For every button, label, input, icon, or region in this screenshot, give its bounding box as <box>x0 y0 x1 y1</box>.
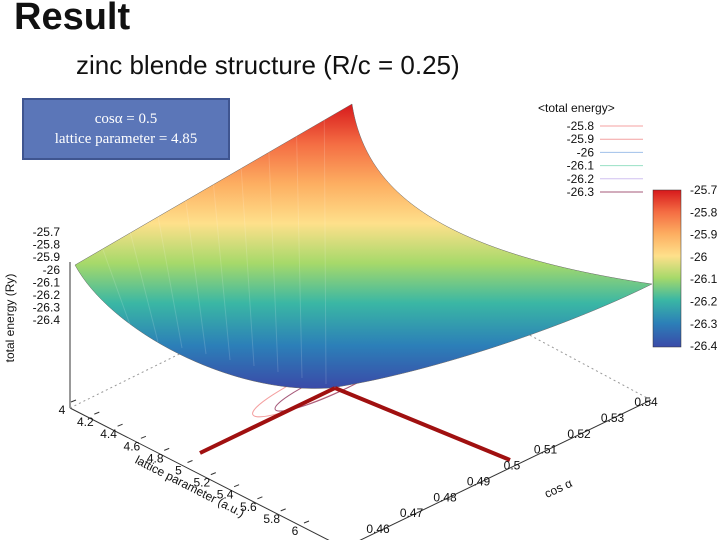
x-tick-label: 5 <box>175 464 182 478</box>
y-tick-label: 0.51 <box>534 443 558 457</box>
y-tick-labels: 0.46 0.47 0.48 0.49 0.5 0.51 0.52 0.53 0.54 <box>366 395 658 536</box>
x-tick-label: 5.6 <box>240 500 257 514</box>
z-tick-label: -25.9 <box>33 250 61 264</box>
y-tick-label: 0.49 <box>467 474 491 488</box>
color-bar: -25.7 -25.8 -25.9 -26 -26.1 -26.2 -26.3 -26.4 <box>652 183 718 353</box>
x-tick-mark <box>187 460 193 463</box>
color-bar-label: -26.4 <box>690 339 718 353</box>
x-tick-mark <box>233 484 240 488</box>
z-tick-label: -26 <box>43 263 61 277</box>
color-bar-label: -26.3 <box>690 317 718 331</box>
x-tick-label: 5.2 <box>193 476 210 490</box>
x-tick-mark <box>257 496 263 500</box>
contour-legend-label: -26 <box>577 145 595 159</box>
contour-legend-label: -25.9 <box>567 132 595 146</box>
surface-mesh-line <box>323 120 327 385</box>
z-tick-labels: -25.7-25.8-25.9-26-26.1-26.2-26.3-26.4 <box>33 225 61 327</box>
color-bar-label: -26.2 <box>690 295 718 309</box>
color-bar-label: -26.1 <box>690 272 718 286</box>
x-tick-label: 5.8 <box>263 512 280 526</box>
contour-legend: <total energy> -25.8-25.9-26-26.1-26.2-2… <box>538 101 643 199</box>
z-tick-label: -26.4 <box>33 313 61 327</box>
minimum-line-lattice <box>199 386 336 455</box>
z-tick-label: -25.7 <box>33 225 61 239</box>
contour-legend-label: -26.2 <box>567 172 595 186</box>
color-bar-gradient <box>652 189 682 348</box>
x-tick-label: 6 <box>292 524 299 538</box>
x-tick-mark <box>164 447 170 451</box>
x-tick-mark <box>70 399 77 403</box>
x-tick-labels: 4 4.2 4.4 4.6 4.8 5 5.2 5.4 5.6 5.8 6 <box>59 399 310 538</box>
x-tick-label: 4 <box>59 403 66 417</box>
y-tick-label: 0.46 <box>366 522 390 536</box>
surface-mesh-line <box>296 136 303 379</box>
surface-mesh-line <box>185 200 207 355</box>
surface-mesh-line <box>129 232 159 343</box>
slide-heading: Result <box>14 0 131 38</box>
x-tick-label: 4.4 <box>100 427 117 441</box>
surface-mesh-line <box>213 184 231 361</box>
surface-mesh-line <box>240 168 255 367</box>
z-tick-label: -26.1 <box>33 275 61 289</box>
info-lattice-parameter: lattice parameter = 4.85 <box>54 131 198 147</box>
x-tick-mark <box>94 411 100 415</box>
y-tick-label: 0.53 <box>601 411 625 425</box>
y-tick-label: 0.5 <box>504 459 521 473</box>
minimum-marker <box>199 386 511 462</box>
contour-legend-label: -26.1 <box>567 159 595 173</box>
chart-title: zinc blende structure (R/c = 0.25) <box>76 50 460 80</box>
x-tick-label: 4.8 <box>147 451 164 465</box>
color-bar-label: -25.8 <box>690 205 718 219</box>
x-axis-line <box>69 407 330 540</box>
x-tick-mark <box>140 435 147 439</box>
energy-surface <box>74 103 653 389</box>
surface-mesh-line <box>268 152 279 373</box>
x-axis-title: lattice parameter (a.u.) <box>133 453 247 520</box>
x-tick-label: 5.4 <box>217 488 234 502</box>
z-tick-label: -26.2 <box>33 288 61 302</box>
surface-mesh-line <box>157 216 183 349</box>
y-tick-label: 0.48 <box>433 490 457 504</box>
surface-mesh-line <box>102 248 135 337</box>
x-tick-mark <box>117 423 123 427</box>
contour-legend-title: <total energy> <box>538 101 615 115</box>
x-tick-label: 4.6 <box>124 439 141 453</box>
z-tick-label: -25.8 <box>33 238 61 252</box>
y-tick-label: 0.47 <box>400 506 424 520</box>
info-cos-alpha: cosα = 0.5 <box>94 111 158 127</box>
y-axis-line <box>359 399 652 540</box>
color-bar-label: -26 <box>690 250 708 264</box>
y-axis-title: cos α <box>542 476 574 501</box>
y-tick-label: 0.54 <box>634 395 658 409</box>
z-axis-title: total energy (Ry) <box>3 274 17 363</box>
minimum-line-cos <box>334 386 511 462</box>
x-tick-mark <box>280 508 286 512</box>
info-box: cosα = 0.5 lattice parameter = 4.85 <box>22 98 230 160</box>
color-bar-label: -25.9 <box>690 228 718 242</box>
x-tick-mark <box>210 472 216 476</box>
y-tick-label: 0.52 <box>567 427 591 441</box>
z-tick-label: -26.3 <box>33 301 61 315</box>
surface-mesh-lines <box>102 120 327 385</box>
x-tick-mark <box>303 520 310 524</box>
x-tick-label: 4.2 <box>77 415 94 429</box>
contour-legend-label: -25.8 <box>567 119 595 133</box>
contour-legend-label: -26.3 <box>567 185 595 199</box>
color-bar-label: -25.7 <box>690 183 718 197</box>
